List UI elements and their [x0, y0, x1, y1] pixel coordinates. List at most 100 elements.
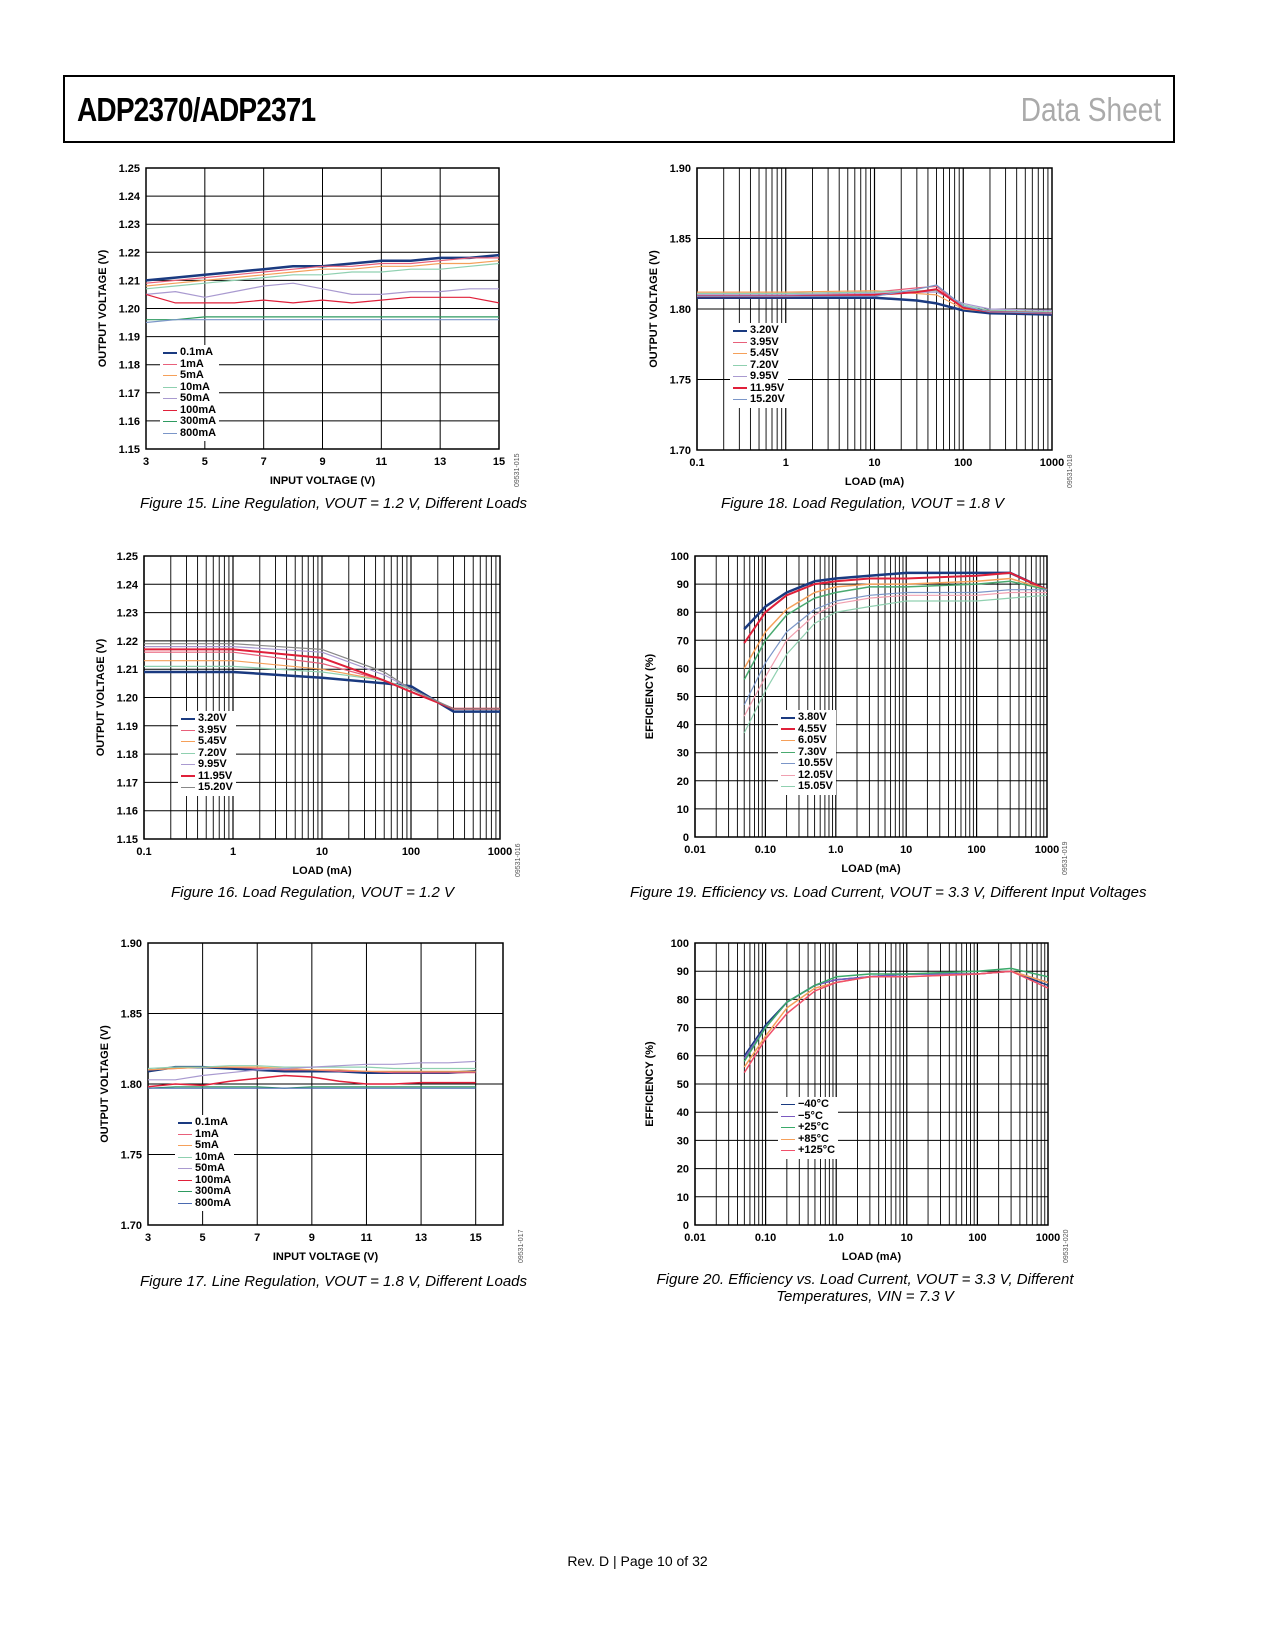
x-tick-label: 10	[868, 457, 880, 469]
y-axis-label: EFFICIENCY (%)	[644, 1041, 656, 1127]
y-tick-label: 60	[677, 1051, 689, 1063]
series-line-50mA	[148, 1060, 476, 1081]
legend-swatch	[733, 329, 747, 332]
legend-item: 7.30V	[781, 745, 833, 759]
legend-swatch	[181, 775, 195, 778]
legend-label: 7.30V	[798, 745, 827, 758]
series-line-800mA	[145, 319, 499, 324]
legend: 3.80V 4.55V 6.05V 7.30V 10.55V 12.05V 15.05V	[778, 710, 836, 795]
y-tick-label: 1.16	[117, 806, 138, 818]
legend-label: 6.05V	[798, 734, 827, 746]
legend-swatch	[733, 376, 747, 378]
y-tick-label: 1.85	[670, 234, 691, 246]
legend-item: 10.55V	[781, 757, 833, 770]
x-tick-label: 1000	[1036, 1232, 1060, 1244]
chart-fig20: 0.01 0.10 1.0 10 100 1000 0 10 20 30 40 50 60 70 80 90 1…	[644, 938, 1070, 1263]
legend-swatch	[163, 363, 177, 365]
figure-caption: Figure 16. Load Regulation, VOUT = 1.2 V	[170, 884, 455, 901]
legend-item: 12.05V	[781, 769, 833, 782]
x-tick-label: 15	[493, 456, 505, 468]
y-tick-label: 1.20	[119, 304, 140, 316]
legend-label: 300mA	[180, 415, 217, 427]
y-tick-label: 1.17	[119, 388, 140, 400]
y-tick-label: 90	[677, 579, 689, 591]
legend-item: 0.1mA	[163, 346, 216, 359]
legend-label: 7.20V	[198, 746, 227, 759]
y-tick-label: 20	[677, 1164, 689, 1176]
y-axis-label: EFFICIENCY (%)	[644, 653, 656, 739]
legend-item: 100mA	[178, 1174, 231, 1187]
legend-label: 5.45V	[198, 735, 227, 747]
x-tick-label: 0.10	[755, 1232, 776, 1244]
figure-code: 09531-018	[1067, 454, 1074, 488]
legend-label: 3.20V	[750, 324, 779, 336]
x-tick-label: 7	[261, 456, 267, 468]
legend-label: 11.95V	[198, 769, 233, 782]
legend-item: 5mA	[178, 1139, 231, 1152]
legend-label: 10mA	[180, 380, 210, 393]
legend-swatch	[163, 421, 177, 423]
figure-caption: Figure 20. Efficiency vs. Load Current, …	[656, 1271, 1074, 1305]
y-tick-label: 30	[677, 1135, 689, 1147]
legend-item: 3.95V	[181, 723, 233, 737]
x-tick-label: 100	[954, 457, 972, 469]
legend-swatch	[781, 1138, 795, 1140]
y-tick-label: 40	[677, 720, 689, 732]
legend-item: 800mA	[163, 426, 217, 440]
plot-frame	[694, 942, 1049, 1226]
legend-swatch	[733, 399, 747, 401]
legend-swatch	[733, 341, 747, 343]
y-tick-label: 10	[677, 1192, 689, 1204]
y-tick-label: 70	[677, 1023, 689, 1035]
series-line-9.95V	[697, 291, 1053, 311]
series-line-300mA	[147, 1086, 476, 1089]
legend-swatch	[163, 409, 177, 411]
series-line-12.05V	[743, 591, 1047, 717]
series-line-3.20V	[144, 670, 500, 713]
x-axis-label: INPUT VOLTAGE (V)	[270, 475, 376, 487]
chart-fig18: 0.1 1 10 100 1000 1.70 1.75 1.80 1.85 1.90 LOAD (m…	[648, 163, 1074, 488]
plot-frame	[696, 167, 1053, 451]
legend-item: 1mA	[163, 358, 216, 371]
y-tick-label: 1.24	[119, 191, 141, 203]
legend-item: 5.45V	[181, 735, 233, 748]
legend-label: 0.1mA	[180, 346, 214, 358]
legend-label: −5°C	[798, 1109, 823, 1122]
x-axis-label: LOAD (mA)	[292, 865, 352, 877]
chart-fig17: 3 5 7 9 11 13 15 1.70 1.75 1.80 1.85 1.90 INPUT VOLT…	[99, 938, 525, 1263]
y-tick-label: 1.18	[117, 749, 138, 761]
y-axis-label: OUTPUT VOLTAGE (V)	[648, 250, 660, 368]
legend-label: 800mA	[195, 1196, 232, 1209]
x-tick-label: 9	[319, 456, 325, 468]
legend-label: +85°C	[798, 1132, 830, 1145]
y-tick-label: 1.80	[121, 1079, 142, 1091]
legend-item: 10mA	[163, 380, 216, 394]
legend-label: 300mA	[195, 1185, 232, 1197]
legend-label: 15.20V	[750, 393, 785, 405]
y-axis-label: OUTPUT VOLTAGE (V)	[99, 1025, 111, 1143]
series-line-15.20V	[144, 643, 500, 710]
x-tick-label: 100	[402, 846, 420, 858]
x-tick-label: 1	[783, 457, 789, 469]
legend-swatch	[781, 1104, 795, 1106]
x-axis-label: LOAD (mA)	[842, 1251, 902, 1263]
legend-label: 15.20V	[198, 781, 233, 793]
legend-label: 800mA	[180, 426, 217, 439]
x-tick-label: 1000	[488, 846, 512, 858]
y-tick-label: 1.90	[121, 938, 142, 950]
y-tick-label: 60	[677, 663, 689, 675]
legend-swatch	[781, 1127, 795, 1129]
legend-item: 50mA	[178, 1162, 231, 1175]
y-tick-label: 100	[671, 551, 689, 563]
y-tick-label: 1.15	[117, 834, 138, 846]
series-line-100mA	[147, 1074, 476, 1088]
legend-label: 1mA	[195, 1127, 219, 1140]
legend-swatch	[781, 763, 795, 765]
plot-frame	[694, 555, 1048, 838]
legend-label: 3.95V	[198, 723, 227, 736]
legend-item: 7.20V	[733, 359, 785, 372]
y-tick-label: 0	[683, 1220, 689, 1232]
legend-label: 0.1mA	[195, 1116, 229, 1128]
